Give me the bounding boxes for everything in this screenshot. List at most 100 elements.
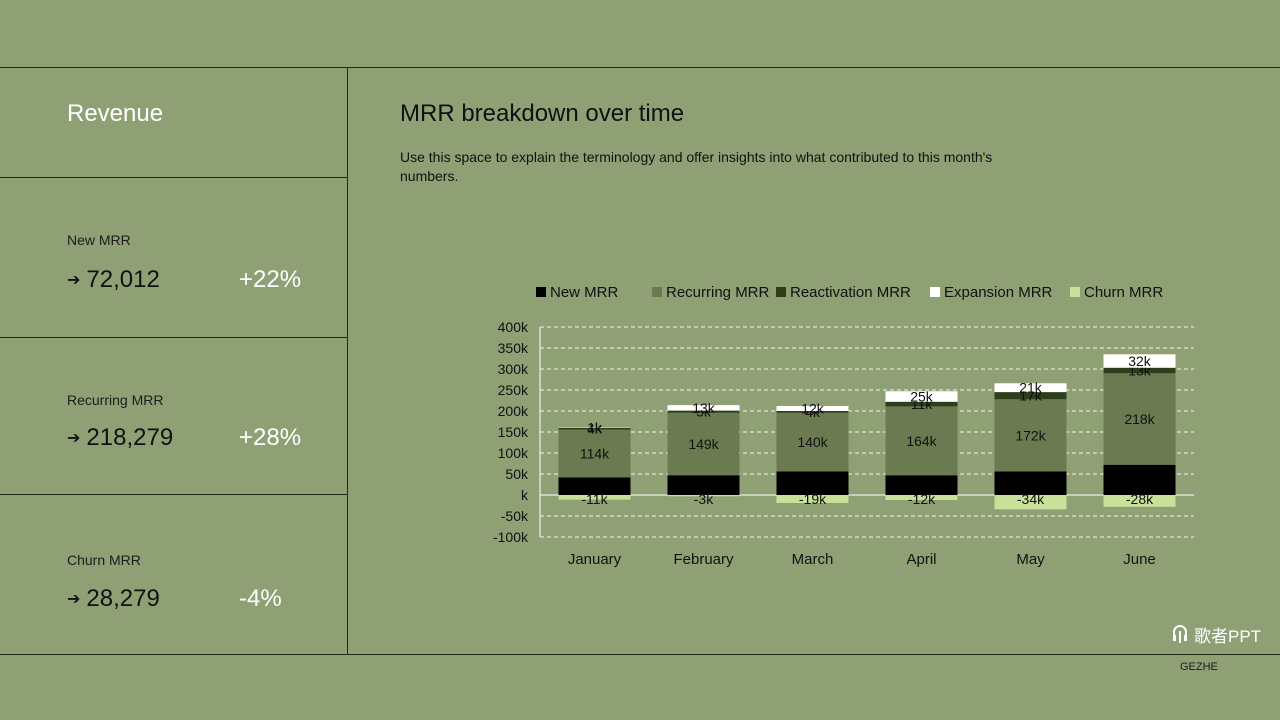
- metric-delta-new-mrr: +22%: [239, 266, 302, 293]
- data-label: -3k: [694, 491, 714, 507]
- metric-value-churn-mrr: ➔ 28,279: [67, 585, 160, 613]
- metric-delta-recurring-mrr: +28%: [239, 424, 302, 451]
- legend-label: Recurring MRR: [666, 284, 770, 301]
- bar-segment: [776, 471, 849, 495]
- brand-footer: GEZHE: [1180, 661, 1218, 673]
- legend-label: Churn MRR: [1084, 284, 1163, 301]
- mrr-chart: -100k -50k k 50k 100k 150k 200k 250k 300k 350k 400…: [493, 284, 1194, 568]
- bar-segment: [667, 475, 740, 495]
- top-divider: [0, 67, 1280, 68]
- metric-delta-churn-mrr: -4%: [239, 585, 282, 612]
- y-tick-label: k: [521, 487, 529, 503]
- bar-segment: [776, 412, 849, 472]
- legend-swatch: [776, 287, 786, 297]
- x-tick-label: June: [1123, 551, 1156, 568]
- bar-segment: [1103, 354, 1176, 368]
- metric-value-text: 28,279: [86, 585, 160, 612]
- legend-label: New MRR: [550, 284, 619, 301]
- bottom-divider: [0, 654, 1280, 655]
- x-tick-label: February: [673, 551, 734, 568]
- arrow-right-icon: ➔: [67, 591, 81, 608]
- bar-segment: [994, 392, 1067, 400]
- bar-segment: [1103, 367, 1176, 374]
- bar-segment: [667, 412, 740, 476]
- y-tick-label: 100k: [498, 445, 529, 461]
- bar-segment: [994, 495, 1067, 510]
- y-tick-label: 250k: [498, 382, 529, 398]
- data-label: -28k: [1126, 491, 1154, 507]
- bar-segment: [1103, 495, 1176, 507]
- brand-logo-text: 歌者PPT: [1194, 627, 1262, 646]
- data-label: 172k: [1015, 427, 1046, 443]
- bar-segment: [776, 495, 849, 503]
- bar-segment: [1103, 464, 1176, 495]
- metric-label-new-mrr: New MRR: [67, 232, 131, 248]
- data-label: 13k: [692, 400, 716, 416]
- bar-segment: [558, 429, 631, 478]
- metric-label-recurring-mrr: Recurring MRR: [67, 392, 164, 408]
- bar-segment: [667, 495, 740, 497]
- data-label: -34k: [1017, 491, 1045, 507]
- x-tick-label: May: [1016, 551, 1045, 568]
- legend-label: Expansion MRR: [944, 284, 1053, 301]
- data-label: -12k: [908, 491, 936, 507]
- data-label: 12k: [801, 400, 825, 416]
- bar-segment: [885, 475, 958, 495]
- data-label: 114k: [580, 445, 610, 461]
- arrow-right-icon: ➔: [67, 430, 81, 447]
- bar-segment: [994, 471, 1067, 495]
- y-tick-label: 400k: [498, 319, 529, 335]
- x-tick-label: January: [568, 551, 622, 568]
- data-label: 140k: [797, 434, 828, 450]
- legend-swatch: [536, 287, 546, 297]
- singer-logo-icon: [1173, 624, 1187, 643]
- data-label: 1k: [587, 420, 603, 436]
- data-label: -11k: [581, 491, 608, 507]
- x-tick-label: March: [792, 551, 834, 568]
- bar-segment: [776, 405, 849, 411]
- y-tick-label: 350k: [498, 340, 529, 356]
- data-label: -19k: [799, 491, 827, 507]
- sidebar-row-divider: [0, 494, 347, 495]
- bar-segment: [885, 401, 958, 407]
- y-tick-label: 300k: [498, 361, 529, 377]
- metric-value-new-mrr: ➔ 72,012: [67, 266, 160, 294]
- bar-segment: [994, 383, 1067, 393]
- brand-logo: 歌者PPT: [1170, 622, 1261, 647]
- metric-value-recurring-mrr: ➔ 218,279: [67, 424, 173, 452]
- data-label: 32k: [1128, 353, 1152, 369]
- y-tick-label: -100k: [493, 529, 529, 545]
- y-tick-label: 150k: [498, 424, 529, 440]
- legend-label: Reactivation MRR: [790, 284, 911, 301]
- main-title: MRR breakdown over time: [400, 100, 685, 127]
- sidebar-title: Revenue: [67, 100, 164, 127]
- legend-swatch: [1070, 287, 1080, 297]
- bar-segment: [667, 405, 740, 411]
- bar-segment: [558, 495, 631, 500]
- arrow-right-icon: ➔: [67, 272, 81, 289]
- bar-segment: [558, 477, 631, 495]
- data-label: 25k: [910, 389, 934, 405]
- data-label: 21k: [1019, 380, 1043, 396]
- metric-label-churn-mrr: Churn MRR: [67, 552, 141, 568]
- metric-value-text: 218,279: [86, 424, 174, 451]
- bar-segment: [885, 495, 958, 501]
- bar-segment: [994, 399, 1067, 472]
- bar-segment: [667, 410, 740, 413]
- bar-segment: [885, 391, 958, 402]
- bar-segment: [1103, 373, 1176, 465]
- bar-segment: [558, 427, 631, 430]
- legend-swatch: [652, 287, 662, 297]
- x-tick-label: April: [906, 551, 936, 568]
- sidebar-row-divider: [0, 177, 347, 178]
- data-label: 164k: [906, 433, 937, 449]
- legend-swatch: [930, 287, 940, 297]
- bar-segment: [776, 411, 849, 413]
- main-description: Use this space to explain the terminolog…: [400, 149, 993, 184]
- y-tick-label: 50k: [505, 466, 529, 482]
- data-label: 218k: [1124, 411, 1155, 427]
- data-label: 149k: [688, 436, 719, 452]
- metric-value-text: 72,012: [86, 266, 160, 293]
- y-tick-label: -50k: [501, 508, 529, 524]
- sidebar-row-divider: [0, 337, 347, 338]
